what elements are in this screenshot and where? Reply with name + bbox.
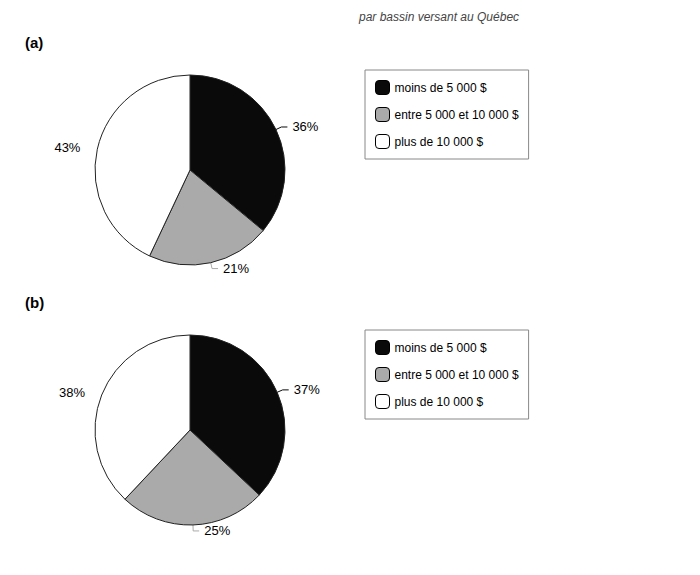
svg-text:37%: 37% — [294, 382, 320, 397]
svg-text:43%: 43% — [54, 140, 80, 155]
svg-text:38%: 38% — [59, 385, 85, 400]
svg-text:(b): (b) — [25, 294, 44, 311]
svg-text:25%: 25% — [204, 523, 230, 538]
svg-text:plus de 10 000 $: plus de 10 000 $ — [395, 135, 484, 149]
svg-text:moins de 5 000 $: moins de 5 000 $ — [395, 81, 487, 95]
svg-text:entre 5 000 et 10 000 $: entre 5 000 et 10 000 $ — [395, 108, 519, 122]
svg-text:par bassin versant au Québec: par bassin versant au Québec — [358, 10, 519, 24]
svg-text:plus de 10 000 $: plus de 10 000 $ — [395, 395, 484, 409]
svg-text:36%: 36% — [292, 119, 318, 134]
svg-text:moins de 5 000 $: moins de 5 000 $ — [395, 341, 487, 355]
svg-text:entre 5 000 et 10 000 $: entre 5 000 et 10 000 $ — [395, 368, 519, 382]
svg-text:21%: 21% — [223, 261, 249, 276]
svg-text:(a): (a) — [25, 34, 43, 51]
